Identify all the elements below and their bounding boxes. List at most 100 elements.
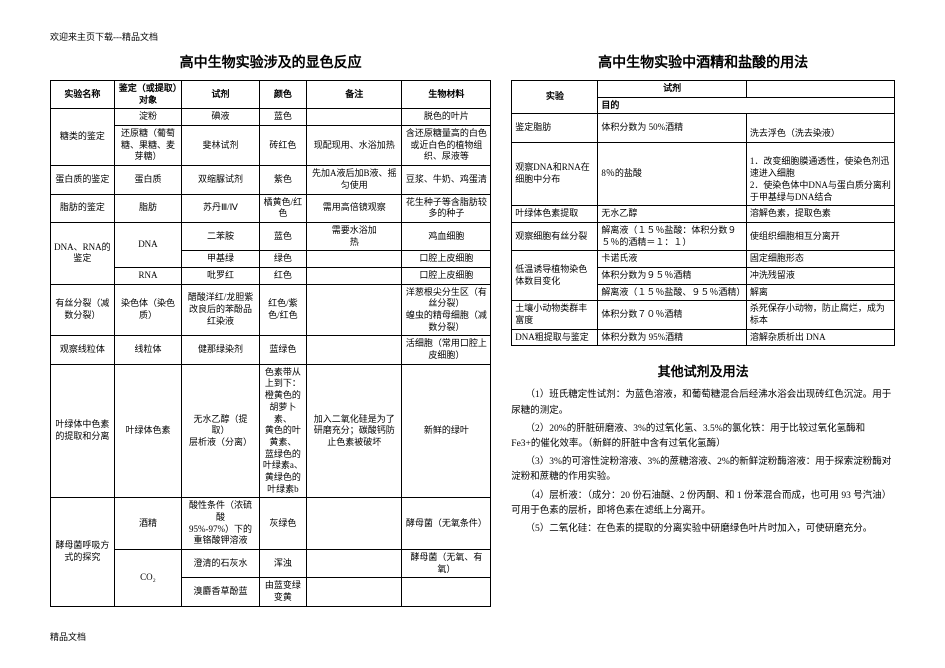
table-cell: 无水乙醇（提取）层析液（分离） xyxy=(182,364,260,498)
table-cell: 淀粉 xyxy=(114,109,181,126)
table-cell: 先加A液后加B液、摇匀使用 xyxy=(307,166,402,194)
table-cell xyxy=(307,498,402,550)
table-cell xyxy=(307,284,402,336)
table-cell: DNA粗提取与鉴定 xyxy=(512,329,598,346)
col-purpose-blank xyxy=(746,81,894,98)
left-header-cell: 鉴定（或提取）对象 xyxy=(114,81,181,109)
table-row: CO₂澄清的石灰水浑浊 酵母菌（无氧、有氧） xyxy=(51,550,491,578)
table-cell: 叶绿体中色素的提取和分离 xyxy=(51,364,115,498)
page-footer: 精品文档 xyxy=(50,630,86,643)
table-cell: 吡罗红 xyxy=(182,267,260,284)
table-cell: 无水乙醇 xyxy=(598,206,746,223)
table-cell: 体积分数为９５％酒精 xyxy=(598,267,746,284)
table-cell: 叶绿体色素提取 xyxy=(512,206,598,223)
table-cell: 酵母菌（无氧条件） xyxy=(402,498,491,550)
table-cell xyxy=(307,109,402,126)
table-cell: 二苯胺 xyxy=(182,222,260,250)
table-row: 有丝分裂（减数分裂）染色体（染色质）醋酸洋红/龙胆紫改良后的苯酚品红染液红色/紫… xyxy=(51,284,491,336)
table-cell: 鉴定脂肪 xyxy=(512,114,598,142)
left-header-cell: 颜色 xyxy=(259,81,306,109)
col-reagent: 试剂 xyxy=(598,81,746,98)
table-cell: RNA xyxy=(114,267,181,284)
table-cell: 活细胞（常用口腔上皮细胞） xyxy=(402,336,491,364)
table-cell: 橘黄色/红色 xyxy=(259,194,306,222)
table-cell: 体积分数为 50%酒精 xyxy=(598,114,746,142)
table-cell: 酸性条件（浓硫酸95%-97%）下的重铬酸钾溶液 xyxy=(182,498,260,550)
table-cell: 酵母菌呼吸方式的探究 xyxy=(51,498,115,607)
table-cell: 解离 xyxy=(746,284,894,301)
table-row: 蛋白质的鉴定蛋白质双缩脲试剂紫色先加A液后加B液、摇匀使用豆浆、牛奶、鸡蛋清 xyxy=(51,166,491,194)
table-cell: 健那绿染剂 xyxy=(182,336,260,364)
table-cell: 双缩脲试剂 xyxy=(182,166,260,194)
paragraph: （5）二氧化硅：在色素的提取的分离实验中研磨绿色叶片时加入，可使研磨充分。 xyxy=(511,522,895,537)
table-cell: 有丝分裂（减数分裂） xyxy=(51,284,115,336)
table-cell: 蛋白质 xyxy=(114,166,181,194)
table-row: 酵母菌呼吸方式的探究酒精酸性条件（浓硫酸95%-97%）下的重铬酸钾溶液灰绿色 … xyxy=(51,498,491,550)
left-header-cell: 实验名称 xyxy=(51,81,115,109)
paragraph: （2）20%的肝脏研磨液、3%的过氧化氢、3.5%的氯化铁：用于比较过氧化氢酶和… xyxy=(511,422,895,452)
table-row: 鉴定脂肪体积分数为 50%酒精洗去浮色（洗去染液） xyxy=(512,114,895,142)
right-table: 实验 试剂 目的 鉴定脂肪体积分数为 50%酒精洗去浮色（洗去染液）观察DNA和… xyxy=(511,80,895,346)
table-cell: 由蓝变绿变黄 xyxy=(259,578,306,606)
table-cell: 解离液（１５％盐酸：体积分数９５％的酒精＝１：１） xyxy=(598,222,746,250)
table-row: 叶绿体色素提取无水乙醇溶解色素，提取色素 xyxy=(512,206,895,223)
table-cell: 脂肪 xyxy=(114,194,181,222)
table-cell: 鸡血细胞 xyxy=(402,222,491,250)
table-cell: 酵母菌（无氧、有氧） xyxy=(402,550,491,578)
table-cell: 砖红色 xyxy=(259,126,306,166)
table-row: DNA、RNA的鉴定DNA二苯胺蓝色需要水浴加热鸡血细胞 xyxy=(51,222,491,250)
paragraph: （3）3%的可溶性淀粉溶液、3%的蔗糖溶液、2%的新鲜淀粉酶溶液：用于探索淀粉酶… xyxy=(511,455,895,485)
left-header-cell: 备注 xyxy=(307,81,402,109)
table-cell: 8％的盐酸 xyxy=(598,142,746,205)
table-cell: 碘液 xyxy=(182,109,260,126)
table-row: 还原糖（葡萄糖、果糖、麦芽糖）斐林试剂砖红色现配现用、水浴加热含还原糖量高的白色… xyxy=(51,126,491,166)
table-row: 低温诱导植物染色体数目变化卡诺氏液固定细胞形态 xyxy=(512,251,895,268)
table-cell: 溴麝香草酚蓝 xyxy=(182,578,260,606)
table-cell: 澄清的石灰水 xyxy=(182,550,260,578)
page-header: 欢迎来主页下载---精品文档 xyxy=(50,30,895,43)
table-cell: 洗去浮色（洗去染液） xyxy=(746,114,894,142)
table-row: 观察线粒体线粒体健那绿染剂蓝绿色 活细胞（常用口腔上皮细胞） xyxy=(51,336,491,364)
table-cell: 加入二氧化硅是为了研磨充分；碳酸钙防止色素被破坏 xyxy=(307,364,402,498)
left-header-cell: 生物材料 xyxy=(402,81,491,109)
table-cell: 溶解杂质析出 DNA xyxy=(746,329,894,346)
table-cell: 观察线粒体 xyxy=(51,336,115,364)
table-cell: 甲基绿 xyxy=(182,251,260,268)
table-cell: 固定细胞形态 xyxy=(746,251,894,268)
table-cell: 灰绿色 xyxy=(259,498,306,550)
table-cell: 酒精 xyxy=(114,498,181,550)
table-cell: DNA xyxy=(114,222,181,267)
table-row: 观察细胞有丝分裂解离液（１５％盐酸：体积分数９５％的酒精＝１：１）使组织细胞相互… xyxy=(512,222,895,250)
table-cell: 还原糖（葡萄糖、果糖、麦芽糖） xyxy=(114,126,181,166)
left-header-cell: 试剂 xyxy=(182,81,260,109)
table-cell: 口腔上皮细胞 xyxy=(402,251,491,268)
table-cell: 杀死保存小动物，防止腐烂，成为标本 xyxy=(746,301,894,329)
table-cell: 冲洗残留液 xyxy=(746,267,894,284)
table-cell: 红色 xyxy=(259,267,306,284)
table-cell: CO₂ xyxy=(114,550,181,607)
table-cell: 花生种子等含脂肪较多的种子 xyxy=(402,194,491,222)
table-row: 土壤小动物类群丰富度体积分数７０％酒精杀死保存小动物，防止腐烂，成为标本 xyxy=(512,301,895,329)
table-cell xyxy=(402,578,491,606)
table-cell: 苏丹Ⅲ/Ⅳ xyxy=(182,194,260,222)
table-cell: 需要水浴加热 xyxy=(307,222,402,250)
table-row: DNA粗提取与鉴定体积分数为 95%酒精溶解杂质析出 DNA xyxy=(512,329,895,346)
left-title: 高中生物实验涉及的显色反应 xyxy=(50,52,491,72)
col-purpose: 目的 xyxy=(598,97,895,114)
table-cell: 绿色 xyxy=(259,251,306,268)
table-cell: 紫色 xyxy=(259,166,306,194)
table-cell: 新鲜的绿叶 xyxy=(402,364,491,498)
table-cell: 浑浊 xyxy=(259,550,306,578)
table-cell: 体积分数为 95%酒精 xyxy=(598,329,746,346)
table-cell: 叶绿体色素 xyxy=(114,364,181,498)
table-row: RNA吡罗红红色 口腔上皮细胞 xyxy=(51,267,491,284)
table-cell: 需用高倍镜观察 xyxy=(307,194,402,222)
table-cell: 1．改变细胞膜通透性，使染色剂迅速进入细胞2．使染色体中DNA与蛋白质分离利于甲… xyxy=(746,142,894,205)
table-cell xyxy=(307,550,402,578)
table-cell xyxy=(307,336,402,364)
table-cell: 蛋白质的鉴定 xyxy=(51,166,115,194)
table-row: 观察DNA和RNA在细胞中分布8％的盐酸1．改变细胞膜通透性，使染色剂迅速进入细… xyxy=(512,142,895,205)
table-cell: 观察细胞有丝分裂 xyxy=(512,222,598,250)
table-cell: 解离液（１５％盐酸、９５％酒精） xyxy=(598,284,746,301)
table-cell: 斐林试剂 xyxy=(182,126,260,166)
